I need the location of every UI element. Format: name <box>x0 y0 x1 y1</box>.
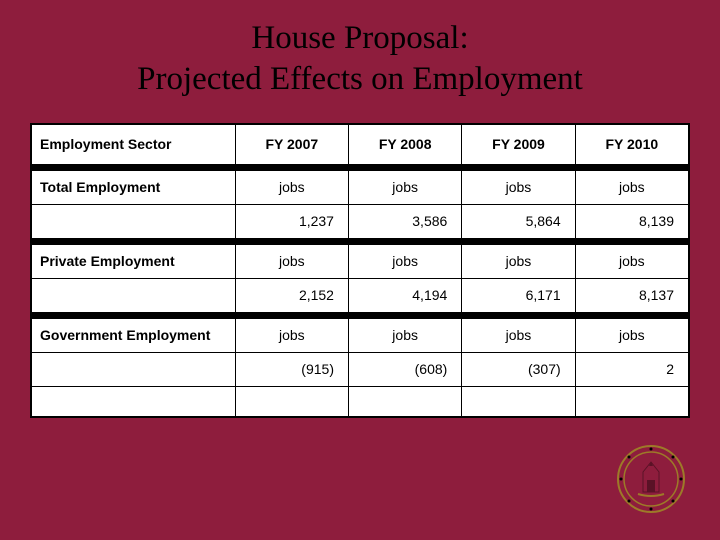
value-cell: (915) <box>235 352 348 386</box>
unit-cell: jobs <box>235 244 348 278</box>
section-row: Total Employment jobs jobs jobs jobs <box>32 170 689 204</box>
unit-cell: jobs <box>575 170 688 204</box>
section-row: Private Employment jobs jobs jobs jobs <box>32 244 689 278</box>
employment-table-container: Employment Sector FY 2007 FY 2008 FY 200… <box>30 123 690 418</box>
value-cell: 2,152 <box>235 278 348 312</box>
value-row: (915) (608) (307) 2 <box>32 352 689 386</box>
header-col-2: FY 2009 <box>462 124 575 164</box>
section-label: Total Employment <box>32 170 236 204</box>
unit-cell: jobs <box>462 244 575 278</box>
slide-title: House Proposal: Projected Effects on Emp… <box>0 0 720 119</box>
trailer-row <box>32 386 689 416</box>
unit-cell: jobs <box>575 244 688 278</box>
value-cell: 8,137 <box>575 278 688 312</box>
employment-table: Employment Sector FY 2007 FY 2008 FY 200… <box>31 124 689 417</box>
unit-cell: jobs <box>348 318 461 352</box>
value-cell: 4,194 <box>348 278 461 312</box>
value-cell: 3,586 <box>348 204 461 238</box>
unit-cell: jobs <box>348 170 461 204</box>
empty-cell <box>32 204 236 238</box>
header-col-0: FY 2007 <box>235 124 348 164</box>
unit-cell: jobs <box>348 244 461 278</box>
section-label: Government Employment <box>32 318 236 352</box>
header-col-1: FY 2008 <box>348 124 461 164</box>
value-cell: 1,237 <box>235 204 348 238</box>
value-cell: 6,171 <box>462 278 575 312</box>
unit-cell: jobs <box>235 318 348 352</box>
value-cell: 2 <box>575 352 688 386</box>
unit-cell: jobs <box>462 318 575 352</box>
unit-cell: jobs <box>462 170 575 204</box>
section-label: Private Employment <box>32 244 236 278</box>
value-cell: 8,139 <box>575 204 688 238</box>
value-cell: (608) <box>348 352 461 386</box>
header-sector: Employment Sector <box>32 124 236 164</box>
title-line-1: House Proposal: <box>251 20 468 56</box>
value-row: 2,152 4,194 6,171 8,137 <box>32 278 689 312</box>
title-line-2: Projected Effects on Employment <box>137 61 583 97</box>
section-row: Government Employment jobs jobs jobs job… <box>32 318 689 352</box>
empty-cell <box>32 352 236 386</box>
header-col-3: FY 2010 <box>575 124 688 164</box>
unit-cell: jobs <box>235 170 348 204</box>
unit-cell: jobs <box>575 318 688 352</box>
value-row: 1,237 3,586 5,864 8,139 <box>32 204 689 238</box>
value-cell: (307) <box>462 352 575 386</box>
table-header-row: Employment Sector FY 2007 FY 2008 FY 200… <box>32 124 689 164</box>
empty-cell <box>32 278 236 312</box>
value-cell: 5,864 <box>462 204 575 238</box>
institution-seal-icon <box>616 444 686 514</box>
